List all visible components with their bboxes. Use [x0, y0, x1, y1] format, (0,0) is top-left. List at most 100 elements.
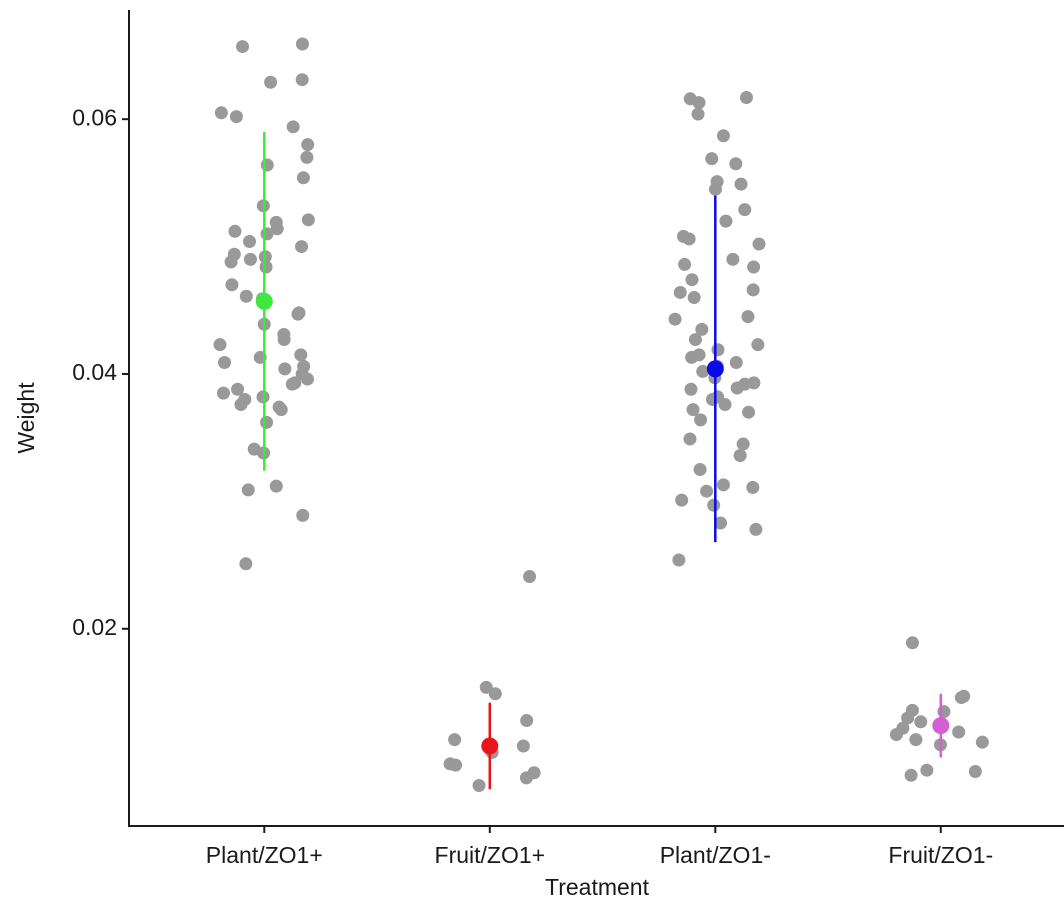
- data-point: [694, 413, 708, 427]
- data-point: [225, 278, 239, 292]
- x-tick-label: Fruit/ZO1-: [888, 842, 993, 868]
- mean-point: [932, 717, 950, 735]
- data-point: [228, 224, 242, 238]
- data-point: [241, 483, 255, 497]
- data-point: [904, 768, 918, 782]
- data-point: [260, 415, 274, 429]
- data-point: [729, 157, 743, 171]
- data-point: [726, 252, 740, 266]
- data-point: [909, 733, 923, 747]
- data-point: [739, 91, 753, 105]
- data-point: [746, 480, 760, 494]
- data-point: [975, 735, 989, 749]
- data-point: [752, 237, 766, 251]
- data-point: [749, 522, 763, 536]
- data-point: [260, 158, 274, 172]
- data-point: [239, 557, 253, 571]
- data-point: [751, 338, 765, 352]
- data-point: [711, 343, 725, 357]
- data-point: [672, 553, 686, 567]
- data-point: [286, 120, 300, 134]
- data-point: [695, 322, 709, 336]
- data-point: [685, 273, 699, 287]
- data-point: [707, 498, 721, 512]
- x-tick-label: Plant/ZO1-: [660, 842, 771, 868]
- x-tick-label: Plant/ZO1+: [206, 842, 323, 868]
- data-point: [920, 763, 934, 777]
- data-point: [716, 478, 730, 492]
- data-point: [675, 493, 689, 507]
- data-point: [691, 107, 705, 121]
- data-point: [954, 691, 968, 705]
- y-tick-label: 0.06: [72, 104, 117, 130]
- data-point: [746, 283, 760, 297]
- data-point: [300, 150, 314, 164]
- data-point: [718, 398, 732, 412]
- data-point: [236, 40, 250, 54]
- data-point: [239, 289, 253, 303]
- data-point: [291, 307, 305, 321]
- data-point: [479, 680, 493, 694]
- data-point: [295, 240, 309, 254]
- data-point: [274, 403, 288, 417]
- data-point: [905, 636, 919, 650]
- data-point: [733, 449, 747, 463]
- data-point: [256, 390, 270, 404]
- data-point: [686, 403, 700, 417]
- data-point: [684, 382, 698, 396]
- data-point: [295, 73, 309, 87]
- data-point: [968, 764, 982, 778]
- y-tick-label: 0.02: [72, 614, 117, 640]
- data-point: [264, 75, 278, 89]
- mean-point: [255, 292, 273, 310]
- data-point: [687, 291, 701, 305]
- data-point: [260, 227, 274, 241]
- data-point: [472, 778, 486, 792]
- data-point: [214, 106, 228, 120]
- data-point: [901, 711, 915, 725]
- data-point: [952, 725, 966, 739]
- data-point: [449, 758, 463, 772]
- data-point: [685, 350, 699, 364]
- data-point: [520, 714, 534, 728]
- data-point: [243, 234, 257, 248]
- data-point: [738, 203, 752, 217]
- y-axis-title: Weight: [13, 382, 39, 454]
- data-point: [741, 310, 755, 324]
- data-point: [716, 129, 730, 143]
- data-point: [705, 152, 719, 166]
- data-point: [296, 171, 310, 185]
- data-point: [729, 356, 743, 370]
- data-point: [234, 398, 248, 412]
- data-point: [301, 213, 315, 227]
- data-point: [714, 516, 728, 530]
- x-axis-title: Treatment: [545, 874, 650, 900]
- data-point: [301, 138, 315, 152]
- data-point: [668, 312, 682, 326]
- data-point: [736, 437, 750, 451]
- data-point: [516, 739, 530, 753]
- data-point: [229, 110, 243, 124]
- data-point: [914, 715, 928, 729]
- x-tick-label: Fruit/ZO1+: [435, 842, 546, 868]
- data-point: [216, 386, 230, 400]
- data-point: [294, 348, 308, 362]
- data-point: [296, 508, 310, 522]
- data-point: [224, 255, 238, 269]
- data-point: [277, 333, 291, 347]
- y-tick-label: 0.04: [72, 359, 117, 385]
- data-point: [682, 232, 696, 246]
- data-point: [213, 338, 227, 352]
- data-point: [696, 364, 710, 378]
- data-point: [673, 285, 687, 299]
- data-point: [270, 222, 284, 236]
- data-point: [708, 182, 722, 196]
- data-point: [285, 377, 299, 391]
- data-point: [259, 260, 273, 274]
- data-point: [889, 728, 903, 742]
- data-point: [688, 333, 702, 347]
- data-point: [683, 432, 697, 446]
- data-point: [243, 252, 257, 266]
- data-point: [448, 733, 462, 747]
- data-point: [231, 382, 245, 396]
